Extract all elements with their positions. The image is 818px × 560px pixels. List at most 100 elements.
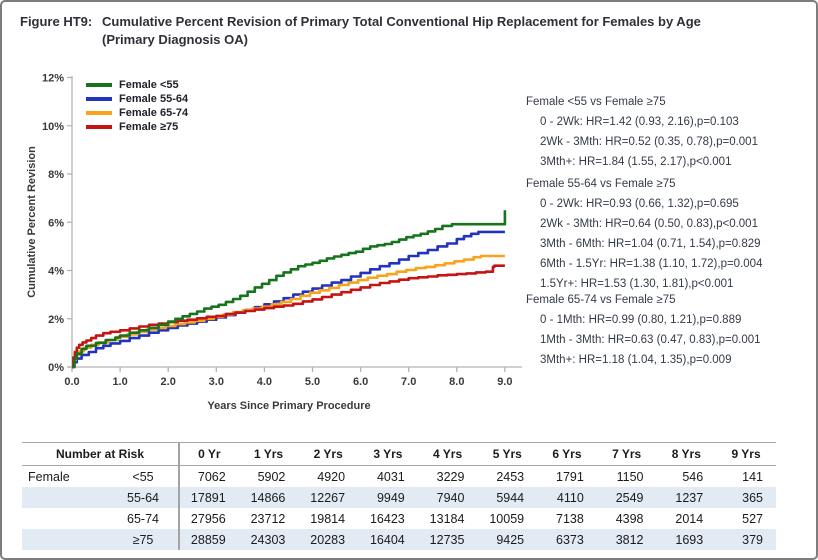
figure-title: Figure HT9: Cumulative Percent Revision … xyxy=(20,13,701,49)
risk-count-cell: 527 xyxy=(742,511,763,526)
risk-row-age-label: <55 xyxy=(108,465,180,487)
risk-count-cell: 4110 xyxy=(537,487,597,508)
risk-count-cell: 1791 xyxy=(556,469,584,484)
y-tick-label: 8% xyxy=(48,169,64,181)
legend-label: Female 55-64 xyxy=(119,93,189,105)
risk-count-cell: 2549 xyxy=(596,487,657,508)
risk-table-row: Female <55 7062 5902 4920 4031 3229 2453 1791 115… xyxy=(22,465,776,487)
hr-annotation-line: 2Wk - 3Mth: HR=0.52 (0.35, 0.78),p=0.001 xyxy=(540,136,758,148)
risk-row-group-label xyxy=(22,487,108,508)
chart-legend: Female <55 Female 55-64 Female 65-74 Female… xyxy=(86,78,188,134)
x-tick-label: 7.0 xyxy=(401,376,416,388)
risk-count-cell: 6373 xyxy=(537,529,597,550)
revision-chart: 0% 2% 4% 6% 8% 10% 12% 0.0 1.0 2.0 3.0 4.0 5.0 6.0 7.0… xyxy=(26,73,522,412)
hr-annotation-line: 3Mth - 6Mth: HR=1.04 (0.71, 1.54),p=0.82… xyxy=(540,238,761,250)
hr-annotation-line: 6Mth - 1.5Yr: HR=1.38 (1.10, 1.72),p=0.0… xyxy=(540,258,763,270)
series-lines xyxy=(72,210,507,369)
y-tick-label: 4% xyxy=(48,266,64,278)
hr-annotation-line: 0 - 1Mth: HR=0.99 (0.80, 1.21),p=0.889 xyxy=(540,314,742,326)
series-line-female-55 xyxy=(72,210,507,369)
risk-count-cell: 1150 xyxy=(616,469,644,484)
risk-count-cell: 365 xyxy=(716,487,776,508)
risk-table-year-header: 0 Yr xyxy=(179,442,239,466)
risk-count-cell: 5902 xyxy=(257,469,286,484)
hr-annotation-group: Female 55-64 vs Female ≥75 0 - 2Wk: HR=0.… xyxy=(526,174,816,294)
figure-title-text: Cumulative Percent Revision of Primary T… xyxy=(102,13,701,49)
series-line-female-55-64 xyxy=(72,230,505,369)
risk-count-cell: 4398 xyxy=(615,511,644,526)
risk-count-cell: 28859 xyxy=(179,529,239,550)
hr-annotation-header: Female 65-74 vs Female ≥75 xyxy=(526,294,676,306)
hr-annotation-line: 3Mth+: HR=1.84 (1.55, 2.17),p<0.001 xyxy=(540,156,732,168)
risk-row-group-label xyxy=(22,529,108,550)
risk-count-cell: 24303 xyxy=(238,529,299,550)
y-tick-label: 12% xyxy=(42,73,64,85)
y-tick-label: 0% xyxy=(48,362,64,374)
x-tick-label: 1.0 xyxy=(112,376,127,388)
risk-count-cell: 4031 xyxy=(376,469,405,484)
x-tick-label: 6.0 xyxy=(353,376,368,388)
risk-table-row: 55-64 17891 14866 12267 9949 7940 5944 4110 2549… xyxy=(22,487,776,508)
risk-count-cell: 17891 xyxy=(179,487,239,508)
risk-count-cell: 9949 xyxy=(358,487,418,508)
hr-annotation-line: 0 - 2Wk: HR=1.42 (0.93, 2.16),p=0.103 xyxy=(540,116,739,128)
risk-count-cell: 7138 xyxy=(556,511,584,526)
hr-annotation-group: Female <55 vs Female ≥75 0 - 2Wk: HR=1.42… xyxy=(526,92,816,172)
risk-count-cell: 3812 xyxy=(596,529,657,550)
risk-count-cell: 1237 xyxy=(656,487,717,508)
risk-table-year-header: 3 Yrs xyxy=(358,442,418,466)
x-axis-title: Years Since Primary Procedure xyxy=(207,400,370,412)
risk-count-cell: 16423 xyxy=(369,511,405,526)
legend-item: Female <55 xyxy=(86,78,188,92)
number-at-risk-table: Number at Risk 0 Yr 1 Yrs 2 Yrs 3 Yrs 4 Yrs 5… xyxy=(22,442,776,550)
x-tick-label: 2.0 xyxy=(161,376,176,388)
legend-color-chip xyxy=(86,111,112,115)
legend-item: Female ≥75 xyxy=(86,120,188,134)
y-tick-label: 6% xyxy=(48,217,64,229)
risk-count-cell: 16404 xyxy=(358,529,418,550)
figure-title-line1: Cumulative Percent Revision of Primary T… xyxy=(102,14,701,29)
legend-item: Female 55-64 xyxy=(86,92,188,106)
risk-count-cell: 9425 xyxy=(477,529,538,550)
x-tick-label: 0.0 xyxy=(64,376,79,388)
risk-count-cell: 379 xyxy=(716,529,776,550)
hr-annotation-line: 2Wk - 3Mth: HR=0.64 (0.50, 0.83),p<0.001 xyxy=(540,218,758,230)
risk-count-cell: 2014 xyxy=(675,511,704,526)
hr-annotation-line: 3Mth+: HR=1.18 (1.04, 1.35),p=0.009 xyxy=(540,354,732,366)
hr-annotation-header: Female 55-64 vs Female ≥75 xyxy=(526,178,676,190)
risk-table-year-header: 8 Yrs xyxy=(656,442,717,466)
legend-item: Female 65-74 xyxy=(86,106,188,120)
risk-count-cell: 141 xyxy=(742,469,763,484)
risk-count-cell: 2453 xyxy=(496,469,525,484)
y-axis-title: Cumulative Percent Revision xyxy=(26,146,38,298)
risk-count-cell: 23712 xyxy=(250,511,286,526)
risk-row-age-label: 65-74 xyxy=(108,508,180,529)
legend-label: Female 65-74 xyxy=(119,107,189,119)
hr-annotation-group: Female 65-74 vs Female ≥75 0 - 1Mth: HR=0… xyxy=(526,290,816,370)
risk-count-cell: 546 xyxy=(682,469,704,484)
figure-title-line2: (Primary Diagnosis OA) xyxy=(102,32,248,47)
risk-count-cell: 10059 xyxy=(489,511,525,526)
hr-annotation-line: 1.5Yr+: HR=1.53 (1.30, 1.81),p<0.001 xyxy=(540,278,734,290)
risk-count-cell: 3229 xyxy=(436,469,465,484)
risk-count-cell: 13184 xyxy=(429,511,465,526)
risk-table-year-header: 6 Yrs xyxy=(537,442,597,466)
legend-color-chip xyxy=(86,97,112,101)
risk-count-cell: 20283 xyxy=(298,529,359,550)
x-tick-label: 4.0 xyxy=(257,376,272,388)
hr-annotation-header: Female <55 vs Female ≥75 xyxy=(526,96,666,108)
risk-table-year-header: 4 Yrs xyxy=(417,442,478,466)
risk-table-year-header: 5 Yrs xyxy=(477,442,538,466)
risk-row-group-label xyxy=(22,508,108,529)
risk-count-cell: 1693 xyxy=(656,529,717,550)
plot-axes: 0% 2% 4% 6% 8% 10% 12% 0.0 1.0 2.0 3.0 4.0 5.0 6.0 7.0… xyxy=(42,73,522,388)
risk-table-header-row: Number at Risk 0 Yr 1 Yrs 2 Yrs 3 Yrs 4 Yrs 5… xyxy=(22,442,776,466)
hr-annotation-line: 0 - 2Wk: HR=0.93 (0.66, 1.32),p=0.695 xyxy=(540,198,739,210)
risk-table-corner-header: Number at Risk xyxy=(22,442,180,466)
risk-count-cell: 12735 xyxy=(417,529,478,550)
risk-table-year-header: 9 Yrs xyxy=(716,442,776,466)
risk-count-cell: 14866 xyxy=(238,487,299,508)
y-tick-label: 10% xyxy=(42,121,64,133)
risk-count-cell: 19814 xyxy=(310,511,346,526)
